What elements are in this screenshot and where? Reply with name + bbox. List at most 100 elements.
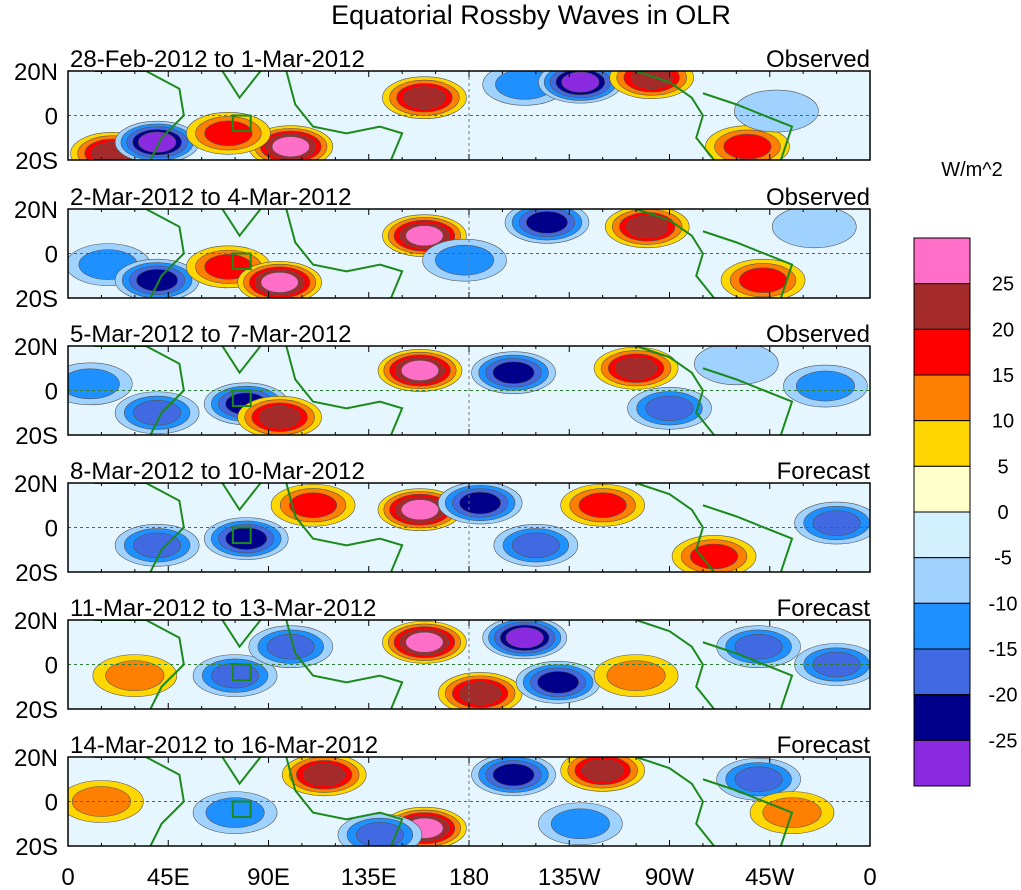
y-tick-label: 20N <box>14 608 58 635</box>
panel-5: 11-Mar-2012 to 13-Mar-2012 Forecast 20N 0 20… <box>14 595 871 724</box>
contour-level <box>550 808 610 840</box>
panel-date-label: 28-Feb-2012 to 1-Mar-2012 <box>70 46 365 73</box>
contour-level <box>459 682 502 705</box>
coast-maritime-continent <box>285 620 404 709</box>
coast-brazil <box>702 504 794 572</box>
panel-status-label: Forecast <box>777 595 871 622</box>
colorbar-units: W/m^2 <box>941 159 1003 181</box>
coast-maritime-continent <box>285 209 404 298</box>
contour-level <box>204 120 253 147</box>
contour-level <box>492 763 535 787</box>
contour-level <box>459 491 502 515</box>
y-tick-label: 0 <box>45 242 58 269</box>
colorbar-tick-label: 5 <box>997 456 1008 478</box>
anomaly-negative <box>794 501 870 545</box>
contour-level <box>355 822 404 846</box>
contour-level <box>271 136 310 158</box>
coast-india <box>221 757 262 786</box>
contour-level <box>630 71 673 89</box>
region-box <box>231 526 252 545</box>
coast-india <box>221 483 262 512</box>
coast-brazil <box>702 778 794 846</box>
coastlines <box>94 620 794 709</box>
region-box <box>231 800 252 819</box>
anomaly-positive <box>237 395 322 435</box>
y-tick-label: 20N <box>14 471 58 498</box>
contour-level <box>400 360 440 381</box>
colorbar-swatch <box>913 694 971 741</box>
coast-americas <box>635 209 715 298</box>
x-tick-label: 0 <box>61 864 74 890</box>
coastlines <box>94 71 794 160</box>
colorbar-tick-label: -20 <box>989 685 1018 707</box>
colorbar-tick-label: -25 <box>989 730 1018 752</box>
panel-date-label: 2-Mar-2012 to 4-Mar-2012 <box>70 184 351 211</box>
contour-level <box>812 510 861 536</box>
x-tick-label: 90W <box>645 864 695 890</box>
coast-maritime-continent <box>285 71 404 160</box>
y-tick-label: 0 <box>45 516 58 543</box>
panel-date-label: 14-Mar-2012 to 16-Mar-2012 <box>70 732 378 759</box>
contour-level <box>578 492 627 518</box>
anomaly-negative <box>471 351 556 395</box>
colorbar-swatch <box>913 283 971 330</box>
y-tick-label: 20S <box>15 834 58 861</box>
panel-date-label: 11-Mar-2012 to 13-Mar-2012 <box>70 595 376 622</box>
coast-africa <box>94 346 185 435</box>
coast-africa <box>94 71 185 160</box>
contour-level <box>225 527 268 550</box>
region-box <box>231 389 252 408</box>
anomaly-negative <box>192 654 278 697</box>
colorbar-tick-label: 25 <box>992 274 1014 296</box>
contour-level <box>537 670 580 694</box>
coast-americas <box>635 620 715 709</box>
coast-africa <box>94 620 185 709</box>
anomaly-positive <box>237 261 322 298</box>
colorbar-swatch <box>913 237 971 285</box>
panel-date-label: 5-Mar-2012 to 7-Mar-2012 <box>70 321 351 348</box>
colorbar-swatch <box>913 511 971 559</box>
coast-maritime-continent <box>285 483 404 572</box>
anomaly-negative <box>627 386 712 430</box>
y-tick-label: 20S <box>15 148 58 175</box>
x-tick-label: 135W <box>538 864 601 890</box>
coast-africa <box>94 483 185 572</box>
contour-level <box>400 499 440 521</box>
anomaly-negative <box>783 364 868 408</box>
coast-maritime-continent <box>285 346 404 435</box>
coast-brazil <box>702 641 794 709</box>
coastlines <box>94 483 794 572</box>
contour-level <box>615 356 658 380</box>
chart-title: Equatorial Rossby Waves in OLR <box>331 0 731 30</box>
panel-status-label: Forecast <box>777 732 871 759</box>
anomaly-negative <box>114 120 200 160</box>
y-tick-label: 0 <box>45 104 58 131</box>
x-tick-label: 0 <box>863 864 876 890</box>
anomaly-positive <box>270 483 356 527</box>
x-axis: 0 45E 90E 135E 180 135W 90W 45W 0 <box>61 864 876 890</box>
anomaly-negative <box>471 757 556 797</box>
y-tick-label: 20N <box>14 59 58 86</box>
anomaly-positive <box>705 125 790 160</box>
anomaly-negative <box>437 483 523 525</box>
anomaly-negative <box>504 209 590 244</box>
panel-status-label: Observed <box>766 46 870 73</box>
colorbar-tick-label: -5 <box>994 548 1012 570</box>
colorbar-tick-label: 0 <box>997 502 1008 524</box>
anomaly-positive <box>560 483 645 527</box>
anomaly-positive <box>281 757 367 797</box>
coast-africa <box>94 757 185 846</box>
contour-level <box>581 759 624 782</box>
anomaly-negative <box>716 757 801 801</box>
panel-stack: 28-Feb-2012 to 1-Mar-2012 Observed 20N 0 20S… <box>14 46 871 861</box>
contour-level <box>739 267 788 293</box>
anomaly-negative <box>114 258 200 298</box>
anomaly-negative <box>68 362 133 406</box>
panel-6: 14-Mar-2012 to 16-Mar-2012 Forecast 20N 0 20… <box>14 732 871 861</box>
contour-level <box>734 633 783 660</box>
anomaly-negative <box>772 209 857 249</box>
y-tick-label: 20S <box>15 560 58 587</box>
panel-status-label: Forecast <box>777 458 871 485</box>
contour-level <box>405 225 444 247</box>
anomaly-positive <box>560 757 645 792</box>
